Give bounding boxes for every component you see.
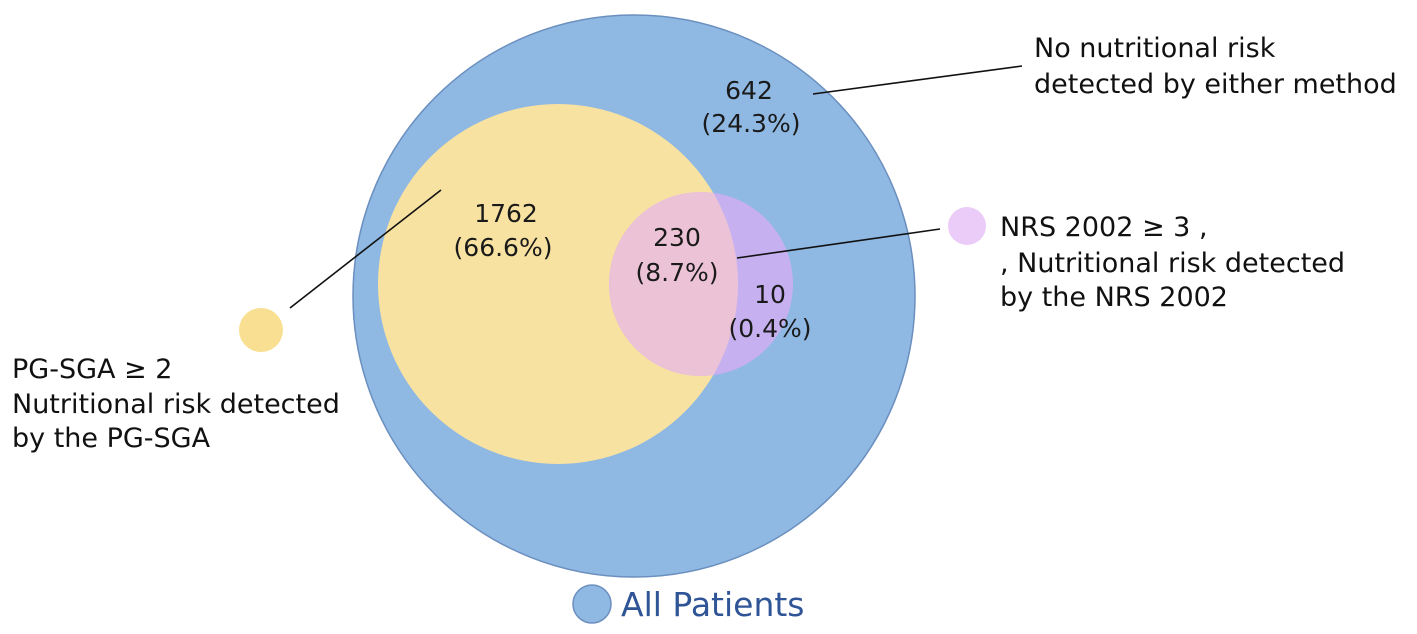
pg-sga-callout-line1: PG-SGA ≥ 2 <box>12 354 172 385</box>
none-callout-line2: detected by either method <box>1034 69 1397 100</box>
pg-sga-callout-line3: by the PG-SGA <box>12 423 211 454</box>
none-leader-line <box>812 65 1023 95</box>
pg-sga-leader-line <box>289 189 442 309</box>
nrs-only-count-label: 10 <box>754 280 786 309</box>
none-count-label: 642 <box>725 76 773 105</box>
pg-sga-only-count-label: 1762 <box>474 199 538 228</box>
nrs-callout-line3: by the NRS 2002 <box>1000 282 1228 313</box>
none-callout-line1: No nutritional risk <box>1034 33 1276 64</box>
none-percent-label: (24.3%) <box>702 109 801 138</box>
overlap-region <box>609 192 738 376</box>
pg-sga-circle <box>378 104 738 464</box>
nrs-callout-line1: NRS 2002 ≥ 3 , <box>1000 212 1208 243</box>
nrs-callout-line2: , Nutritional risk detected <box>1000 248 1345 279</box>
all-patients-legend-icon <box>572 584 612 624</box>
all-patients-legend-label: All Patients <box>621 585 805 624</box>
nrs-only-percent-label: (0.4%) <box>728 314 811 343</box>
nrs-leader-line <box>736 228 941 259</box>
pg-sga-only-percent-label: (66.6%) <box>454 233 553 262</box>
pg-sga-callout-line2: Nutritional risk detected <box>12 389 340 420</box>
pg-sga-dot-icon <box>239 308 283 352</box>
nrs-dot-icon <box>948 207 986 245</box>
both-count-label: 230 <box>653 223 701 252</box>
both-percent-label: (8.7%) <box>635 258 718 287</box>
